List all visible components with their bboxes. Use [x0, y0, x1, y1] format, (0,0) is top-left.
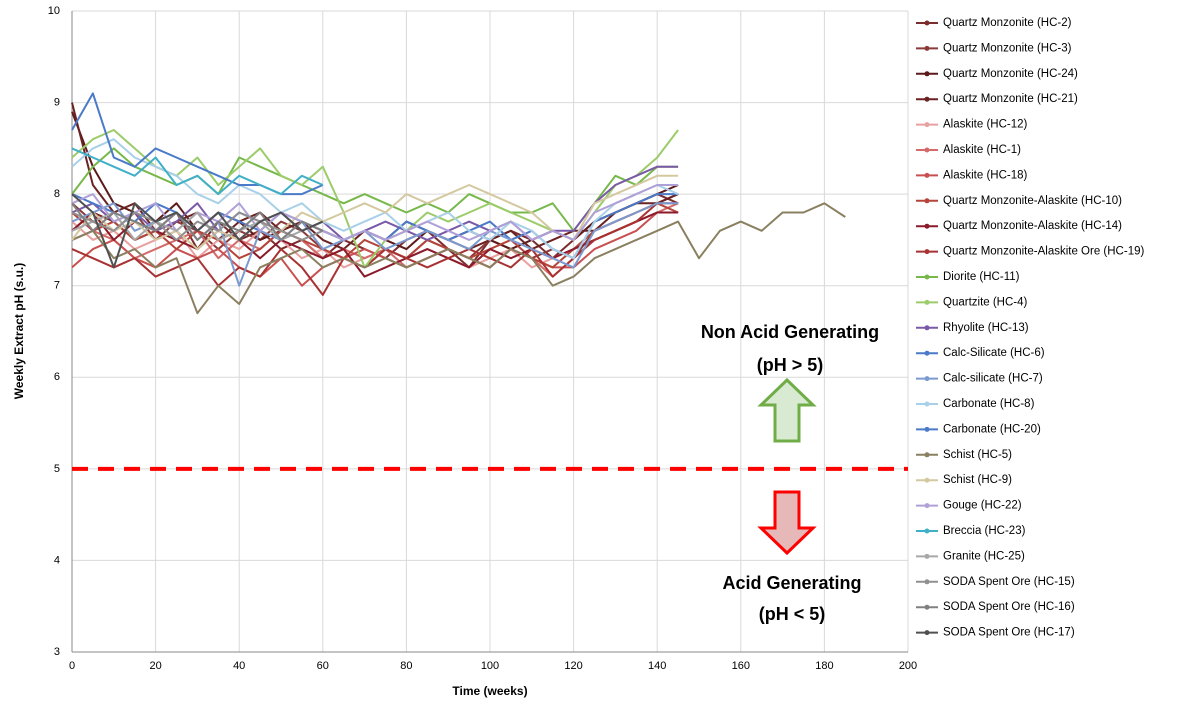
- legend-label: Quartz Monzonite (HC-3): [943, 42, 1072, 54]
- legend-label: Quartz Monzonite-Alaskite Ore (HC-19): [943, 246, 1144, 258]
- legend-marker: [924, 223, 930, 229]
- legend-label: Breccia (HC-23): [943, 525, 1026, 537]
- legend-label: Quartz Monzonite-Alaskite (HC-14): [943, 220, 1122, 232]
- legend-label: SODA Spent Ore (HC-15): [943, 576, 1075, 588]
- annotation: (pH > 5): [757, 355, 824, 375]
- down-arrow: [757, 490, 817, 556]
- x-tick-label: 60: [317, 660, 329, 672]
- y-tick-label: 7: [54, 280, 60, 292]
- up-arrow: [757, 377, 817, 443]
- x-tick-label: 180: [815, 660, 833, 672]
- legend-marker: [924, 528, 930, 534]
- legend-marker: [924, 553, 930, 559]
- x-tick-label: 200: [899, 660, 917, 672]
- y-tick-label: 8: [54, 188, 60, 200]
- y-tick-label: 4: [54, 554, 60, 566]
- legend-marker: [924, 122, 930, 128]
- legend-marker: [924, 426, 930, 432]
- legend-label: Calc-Silicate (HC-6): [943, 347, 1045, 359]
- legend-marker: [924, 71, 930, 77]
- series-line: [71, 202, 324, 241]
- legend-marker: [924, 503, 930, 509]
- legend-marker: [924, 147, 930, 153]
- legend: Quartz Monzonite (HC-2) Quartz Monzonite …: [916, 17, 1144, 639]
- x-tick-label: 100: [481, 660, 499, 672]
- series-line: [71, 202, 679, 269]
- x-tick-label: 80: [400, 660, 412, 672]
- legend-marker: [924, 350, 930, 356]
- legend-marker: [924, 198, 930, 204]
- legend-label: Gouge (HC-22): [943, 500, 1022, 512]
- annotation: Non Acid Generating: [701, 322, 879, 342]
- y-tick-label: 9: [54, 96, 60, 108]
- legend-label: Alaskite (HC-1): [943, 144, 1021, 156]
- x-tick-label: 160: [732, 660, 750, 672]
- series-line: [71, 138, 679, 260]
- y-tick-label: 5: [54, 463, 60, 475]
- x-axis-title: Time (weeks): [452, 684, 527, 698]
- series-line: [71, 165, 679, 241]
- legend-label: SODA Spent Ore (HC-17): [943, 627, 1075, 639]
- y-tick-label: 6: [54, 371, 60, 383]
- legend-marker: [924, 96, 930, 102]
- legend-marker: [924, 325, 930, 331]
- x-tick-label: 40: [233, 660, 245, 672]
- legend-marker: [924, 299, 930, 305]
- legend-marker: [924, 630, 930, 636]
- x-tick-label: 20: [149, 660, 161, 672]
- annotation: (pH < 5): [759, 604, 826, 624]
- x-tick-label: 140: [648, 660, 666, 672]
- legend-marker: [924, 274, 930, 280]
- series-line: [71, 211, 679, 278]
- legend-marker: [924, 249, 930, 255]
- legend-marker: [924, 401, 930, 407]
- x-tick-label: 120: [564, 660, 582, 672]
- annotation: Acid Generating: [722, 573, 861, 593]
- legend-label: Carbonate (HC-20): [943, 423, 1041, 435]
- plot-area: [71, 92, 908, 471]
- legend-marker: [924, 172, 930, 178]
- legend-label: Alaskite (HC-18): [943, 169, 1028, 181]
- series-line: [71, 147, 324, 196]
- legend-marker: [924, 45, 930, 51]
- y-tick-label: 3: [54, 646, 60, 658]
- legend-label: Quartz Monzonite (HC-21): [943, 93, 1078, 105]
- legend-marker: [924, 604, 930, 610]
- legend-marker: [924, 376, 930, 382]
- legend-label: SODA Spent Ore (HC-16): [943, 601, 1075, 613]
- legend-label: Diorite (HC-11): [943, 271, 1020, 283]
- legend-label: Quartz Monzonite (HC-24): [943, 68, 1078, 80]
- legend-marker: [924, 477, 930, 483]
- legend-marker: [924, 579, 930, 585]
- series-line: [71, 211, 324, 241]
- x-tick-label: 0: [69, 660, 75, 672]
- legend-label: Schist (HC-9): [943, 474, 1012, 486]
- legend-label: Quartz Monzonite (HC-2): [943, 17, 1072, 29]
- legend-label: Alaskite (HC-12): [943, 119, 1028, 131]
- legend-label: Granite (HC-25): [943, 550, 1025, 562]
- legend-label: Quartz Monzonite-Alaskite (HC-10): [943, 195, 1122, 207]
- series-line: [71, 202, 846, 315]
- legend-marker: [924, 20, 930, 26]
- series-line: [71, 184, 679, 241]
- legend-label: Carbonate (HC-8): [943, 398, 1035, 410]
- legend-marker: [924, 452, 930, 458]
- series-line: [71, 193, 324, 269]
- y-tick-label: 10: [48, 5, 60, 17]
- legend-label: Calc-silicate (HC-7): [943, 373, 1043, 385]
- legend-label: Rhyolite (HC-13): [943, 322, 1029, 334]
- legend-label: Schist (HC-5): [943, 449, 1012, 461]
- legend-label: Quartzite (HC-4): [943, 296, 1028, 308]
- y-axis-title: Weekly Extract pH (s.u.): [12, 263, 26, 400]
- series-line: [71, 202, 679, 296]
